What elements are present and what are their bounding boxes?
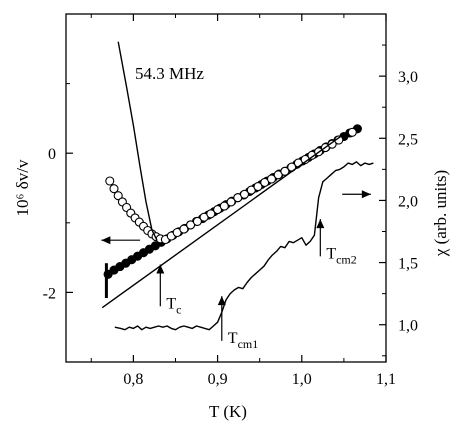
x-tick-label: 0,8 [123,371,143,388]
open-data-point [280,166,290,176]
y-right-tick-label: 2,0 [398,193,418,210]
y-right-tick-label: 3,0 [398,69,418,86]
x-axis-label: T (K) [209,402,247,421]
open-data-point [347,127,357,137]
x-tick-label: 1,0 [292,371,312,388]
open-data-point [206,209,216,219]
annotation-Tcm1-arrow-head [217,296,226,306]
y-left-tick-label: 0 [48,146,56,163]
open-data-point [192,216,202,226]
series-line-steep-curve [117,41,158,241]
open-data-point [253,182,263,192]
left-axis-arrow-head [101,236,111,245]
open-data-point [226,197,236,207]
open-data-point [179,224,189,234]
y-right-tick-label: 1,5 [398,256,418,273]
x-tick-label: 0,9 [208,371,228,388]
y-right-tick-label: 2,5 [398,131,418,148]
annotation-Tcm2-label: Tcm2 [326,245,356,266]
frequency-label: 54.3 MHz [135,64,204,83]
y-left-axis-label: 10⁶ δv/v [13,159,32,216]
right-axis-arrow-head [361,190,371,199]
series-line-susceptibility [114,161,374,331]
x-tick-label: 1,1 [376,371,396,388]
annotation-Tcm1-label: Tcm1 [228,330,258,351]
open-data-point [239,189,250,199]
open-data-point [219,201,229,211]
open-data-point [109,184,119,194]
series-line-straight-fit [101,131,347,309]
open-data-point [327,139,337,149]
open-data-point [266,174,277,184]
annotation-Tc-label: Tc [166,295,181,316]
plot-frame [65,13,387,363]
y-right-tick-label: 1,0 [398,318,418,335]
annotations-group: Tc Tcm1 Tcm2 [101,190,371,351]
open-data-point [105,176,115,186]
annotation-Tcm2-arrow-head [316,219,325,229]
open-data-point [113,191,123,201]
annotation-Tc-arrow-head [156,264,165,274]
tick-labels-group: 0,8 0,9 1,0 1,1 -2 0 1,0 1,5 2,0 2,5 3,0 [43,69,418,388]
data-group [101,41,374,331]
ticks-group [66,14,387,362]
y-left-tick-label: -2 [43,285,56,302]
y-right-axis-label: χ (arb. units) [431,170,450,257]
